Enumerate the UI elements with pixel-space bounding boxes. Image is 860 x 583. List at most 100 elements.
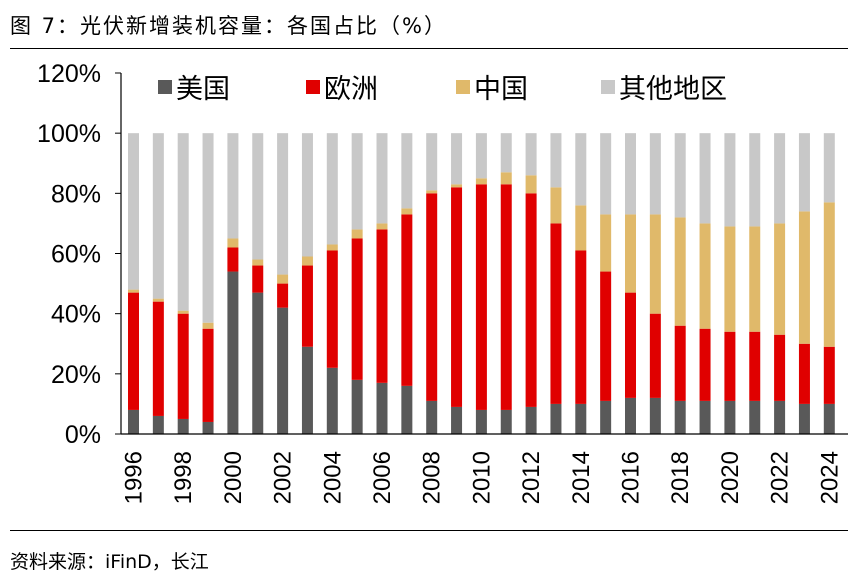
- bar-segment-美国-2024: [823, 403, 835, 434]
- bar-segment-中国-2014: [575, 205, 587, 251]
- bar-segment-欧洲-2012: [525, 193, 537, 407]
- x-tick-label: 2010: [468, 451, 495, 504]
- bar-segment-其他地区-2012: [525, 133, 537, 176]
- bar-segment-欧洲-2007: [401, 214, 413, 386]
- x-tick-label: 2008: [419, 451, 446, 504]
- bar-segment-美国-2010: [475, 409, 487, 434]
- bar-segment-其他地区-2016: [625, 133, 636, 215]
- bar-segment-美国-2015: [600, 400, 612, 434]
- x-tick-label: 1998: [170, 451, 197, 504]
- bar-segment-欧洲-2018: [674, 325, 686, 401]
- bar-segment-欧洲-2020: [724, 331, 736, 401]
- bar-segment-中国-2024: [823, 202, 835, 347]
- bar-segment-中国-2009: [451, 184, 463, 188]
- bar-segment-欧洲-2006: [376, 229, 388, 383]
- legend-label: 美国: [176, 74, 230, 105]
- bar-segment-中国-2000: [227, 238, 239, 248]
- bar-segment-其他地区-1996: [128, 133, 139, 290]
- bar-segment-欧洲-2010: [475, 184, 487, 410]
- bar-segment-中国-1999: [202, 322, 214, 329]
- bar-series: [128, 133, 835, 434]
- bar-segment-欧洲-2008: [426, 193, 438, 401]
- bar-segment-美国-2008: [426, 400, 438, 434]
- x-tick-label: 2006: [369, 451, 396, 504]
- y-tick-label: 0%: [65, 421, 101, 449]
- bar-segment-美国-2017: [649, 397, 661, 434]
- legend-label: 欧洲: [324, 74, 378, 105]
- x-tick-label: 1996: [121, 451, 148, 504]
- x-tick-label: 2024: [816, 451, 843, 504]
- bar-segment-其他地区-2023: [798, 133, 810, 212]
- bar-segment-美国-2020: [724, 400, 736, 434]
- x-tick-label: 2000: [220, 451, 247, 504]
- bar-segment-其他地区-2021: [749, 133, 761, 227]
- bar-segment-美国-2014: [575, 403, 587, 434]
- bar-segment-美国-2001: [252, 292, 264, 434]
- bar-segment-其他地区-2015: [600, 133, 612, 215]
- bar-segment-欧洲-2004: [326, 250, 338, 368]
- bar-segment-美国-2019: [699, 400, 711, 434]
- x-tick-label: 2022: [767, 451, 794, 504]
- legend-label: 中国: [474, 74, 528, 105]
- bar-segment-美国-2011: [500, 409, 512, 434]
- bar-segment-美国-1996: [128, 409, 139, 434]
- bar-segment-中国-2016: [625, 214, 636, 293]
- bar-segment-美国-2002: [277, 307, 289, 434]
- y-tick-label: 20%: [51, 361, 101, 389]
- bar-segment-美国-2006: [376, 382, 388, 434]
- bar-segment-欧洲-2001: [252, 265, 264, 293]
- bar-segment-中国-2003: [301, 256, 313, 266]
- bar-segment-中国-2008: [426, 190, 438, 194]
- bar-segment-其他地区-2006: [376, 133, 388, 224]
- bar-segment-美国-2023: [798, 403, 810, 434]
- bar-segment-中国-2015: [600, 214, 612, 272]
- bar-segment-其他地区-2020: [724, 133, 736, 227]
- x-axis-ticks: 1996 1998 2000 2002 2004 2006 2008 2010 2012 2014…: [121, 451, 844, 504]
- bar-segment-欧洲-2016: [625, 292, 636, 398]
- bar-segment-中国-1996: [128, 289, 139, 293]
- bar-segment-中国-2018: [674, 217, 686, 326]
- bar-segment-美国-2013: [550, 403, 562, 434]
- bar-segment-其他地区-2004: [326, 133, 338, 245]
- bar-segment-美国-2000: [227, 271, 239, 434]
- bar-segment-其他地区-1998: [177, 133, 189, 311]
- x-tick-label: 2020: [717, 451, 744, 504]
- bar-segment-中国-2012: [525, 175, 537, 194]
- bar-segment-欧洲-2013: [550, 223, 562, 404]
- source-note: 资料来源：iFinD，长江: [10, 551, 209, 573]
- bar-segment-其他地区-2007: [401, 133, 413, 209]
- bar-segment-其他地区-2017: [649, 133, 661, 215]
- bar-segment-中国-2005: [351, 229, 363, 239]
- bar-segment-美国-2022: [774, 400, 786, 434]
- bar-segment-欧洲-2024: [823, 346, 835, 404]
- bar-segment-美国-2003: [301, 346, 313, 434]
- y-tick-label: 60%: [51, 241, 101, 269]
- bar-segment-中国-2019: [699, 223, 711, 329]
- watermark-fade: [255, 547, 375, 573]
- bar-segment-其他地区-1997: [152, 133, 164, 299]
- bar-segment-中国-2002: [277, 274, 289, 284]
- bar-segment-中国-2013: [550, 187, 562, 224]
- bar-segment-中国-2006: [376, 223, 388, 230]
- axes: [120, 73, 848, 435]
- bar-segment-中国-2010: [475, 178, 487, 185]
- bar-segment-欧洲-2017: [649, 313, 661, 398]
- bar-segment-美国-1997: [152, 415, 164, 434]
- bar-segment-中国-2021: [749, 226, 761, 332]
- bar-segment-其他地区-2019: [699, 133, 711, 224]
- bar-segment-其他地区-2024: [823, 133, 835, 203]
- bar-segment-中国-2023: [798, 211, 810, 344]
- bar-segment-美国-2007: [401, 385, 413, 434]
- legend-swatch: [306, 80, 320, 94]
- bar-segment-美国-2016: [625, 397, 636, 434]
- bar-segment-中国-2020: [724, 226, 736, 332]
- bar-segment-其他地区-2022: [774, 133, 786, 224]
- bar-segment-美国-2004: [326, 367, 338, 434]
- y-axis-ticks: 0% 20% 40% 60% 80% 100% 120%: [37, 60, 121, 449]
- x-tick-label: 2012: [518, 451, 545, 504]
- figure-title: 图 7：光伏新增装机容量：各国占比（%）: [10, 14, 447, 38]
- y-tick-label: 120%: [37, 60, 101, 88]
- bar-segment-其他地区-2018: [674, 133, 686, 218]
- bar-segment-美国-2012: [525, 406, 537, 434]
- bar-segment-中国-2017: [649, 214, 661, 314]
